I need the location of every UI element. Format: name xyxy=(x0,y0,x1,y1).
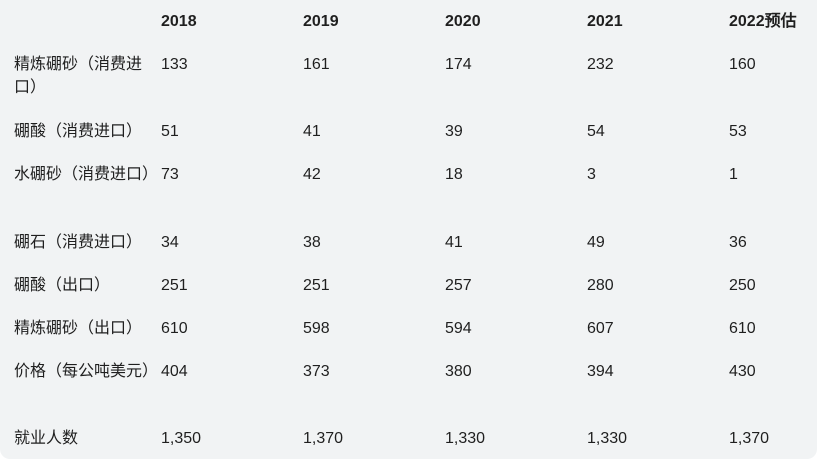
row-label: 价格（每公吨美元） xyxy=(14,363,159,380)
table-cell: 380 xyxy=(445,363,472,380)
table-row: 就业人数 1,350 1,370 1,330 1,330 1,370 xyxy=(14,418,817,461)
table-row: 水硼砂（消费进口） 73 42 18 3 1 xyxy=(14,154,817,222)
table-cell: 73 xyxy=(161,166,179,183)
row-label: 就业人数 xyxy=(14,430,79,447)
header-row: 2018 2019 2020 2021 2022预估 xyxy=(14,0,817,44)
row-label: 精炼硼砂（消费进口） xyxy=(14,56,143,96)
table-cell: 161 xyxy=(303,56,330,73)
table-cell: 41 xyxy=(303,123,321,140)
table-cell: 1,330 xyxy=(445,430,486,447)
table-cell: 42 xyxy=(303,166,321,183)
table-cell: 251 xyxy=(303,277,330,294)
table-cell: 160 xyxy=(729,56,756,73)
table-cell: 280 xyxy=(587,277,614,294)
table-cell: 1,350 xyxy=(161,430,202,447)
row-label: 精炼硼砂（出口） xyxy=(14,320,143,337)
table-cell: 373 xyxy=(303,363,330,380)
table-cell: 594 xyxy=(445,320,472,337)
row-label: 硼酸（出口） xyxy=(14,277,111,294)
table-cell: 607 xyxy=(587,320,614,337)
table-cell: 38 xyxy=(303,234,321,251)
table-cell: 1,330 xyxy=(587,430,628,447)
table-cell: 39 xyxy=(445,123,463,140)
table-row: 硼石（消费进口） 34 38 41 49 36 xyxy=(14,222,817,265)
row-label: 硼石（消费进口） xyxy=(14,234,143,251)
table-cell: 1,370 xyxy=(729,430,770,447)
table-cell: 18 xyxy=(445,166,463,183)
table-row: 硼酸（消费进口） 51 41 39 54 53 xyxy=(14,111,817,154)
table-row: 精炼硼砂（消费进口） 133 161 174 232 160 xyxy=(14,44,817,111)
table-cell: 251 xyxy=(161,277,188,294)
header-2019: 2019 xyxy=(303,13,339,30)
table-cell: 598 xyxy=(303,320,330,337)
statistics-table: 2018 2019 2020 2021 2022预估 精炼硼砂（消费进口） 13… xyxy=(14,0,817,461)
table-cell: 53 xyxy=(729,123,747,140)
table-cell: 430 xyxy=(729,363,756,380)
table-cell: 34 xyxy=(161,234,179,251)
table-cell: 1,370 xyxy=(303,430,344,447)
table-cell: 610 xyxy=(161,320,188,337)
header-2018: 2018 xyxy=(161,13,197,30)
table-cell: 133 xyxy=(161,56,188,73)
table-cell: 404 xyxy=(161,363,188,380)
table-cell: 250 xyxy=(729,277,756,294)
table-panel: 2018 2019 2020 2021 2022预估 精炼硼砂（消费进口） 13… xyxy=(0,0,817,459)
table-cell: 3 xyxy=(587,166,596,183)
table-cell: 54 xyxy=(587,123,605,140)
header-2020: 2020 xyxy=(445,13,481,30)
table-cell: 394 xyxy=(587,363,614,380)
table-row: 硼酸（出口） 251 251 257 280 250 xyxy=(14,265,817,308)
table-row: 价格（每公吨美元） 404 373 380 394 430 xyxy=(14,351,817,418)
table-cell: 174 xyxy=(445,56,472,73)
row-label: 硼酸（消费进口） xyxy=(14,123,143,140)
row-label: 水硼砂（消费进口） xyxy=(14,166,159,183)
table-cell: 49 xyxy=(587,234,605,251)
table-cell: 41 xyxy=(445,234,463,251)
table-cell: 1 xyxy=(729,166,738,183)
header-2021: 2021 xyxy=(587,13,623,30)
header-2022-estimate: 2022预估 xyxy=(729,13,797,30)
table-cell: 51 xyxy=(161,123,179,140)
table-row: 精炼硼砂（出口） 610 598 594 607 610 xyxy=(14,308,817,351)
header-empty xyxy=(14,0,161,44)
table-cell: 232 xyxy=(587,56,614,73)
table-cell: 610 xyxy=(729,320,756,337)
table-cell: 257 xyxy=(445,277,472,294)
table-cell: 36 xyxy=(729,234,747,251)
